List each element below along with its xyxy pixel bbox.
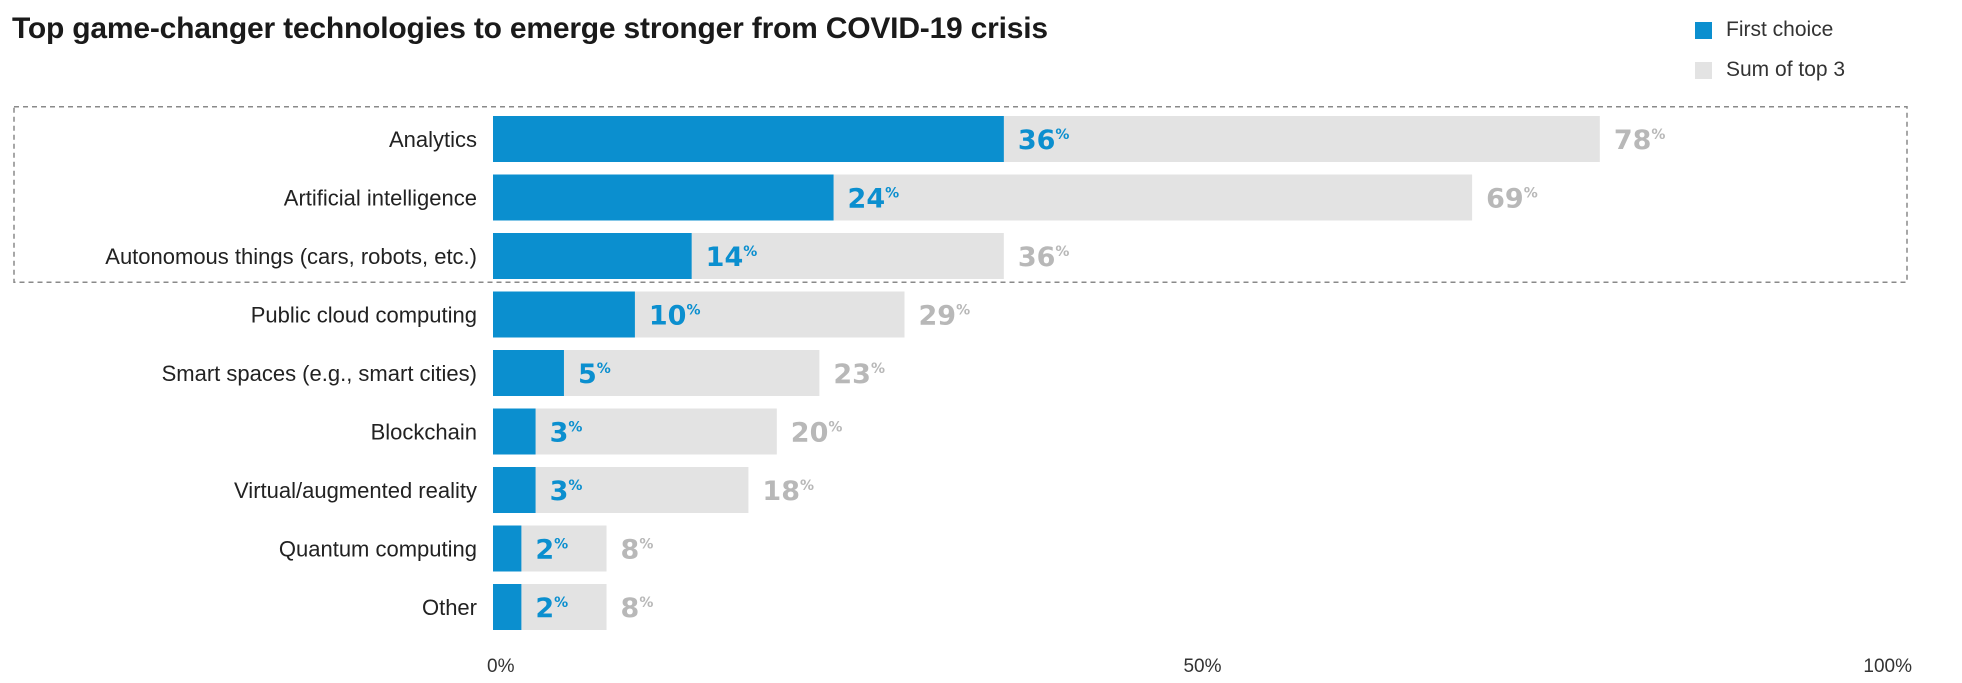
category-label-virtual-augmented-reality: Virtual/augmented reality <box>234 478 477 503</box>
legend-item-first-choice: First choice <box>1695 10 1845 50</box>
bar-first-public-cloud-computing <box>493 291 635 338</box>
legend-label-sum-of-top-3: Sum of top 3 <box>1726 58 1846 81</box>
value-label-first-artificial-intelligence: 24% <box>848 184 900 215</box>
value-label-top3-virtual-augmented-reality: 18% <box>762 476 814 507</box>
bar-first-artificial-intelligence <box>493 174 834 221</box>
value-label-first-public-cloud-computing: 10% <box>649 301 701 332</box>
category-label-blockchain: Blockchain <box>371 420 477 445</box>
category-label-other: Other <box>422 595 477 620</box>
value-label-first-smart-spaces-e-g-smart-cities: 5% <box>578 359 611 390</box>
value-label-top3-artificial-intelligence: 69% <box>1486 184 1538 215</box>
value-label-first-autonomous-things-cars-robots-etc: 14% <box>706 242 758 273</box>
bar-first-analytics <box>493 116 1004 162</box>
category-label-smart-spaces-e-g-smart-cities: Smart spaces (e.g., smart cities) <box>162 361 477 386</box>
value-label-top3-autonomous-things-cars-robots-etc: 36% <box>1018 242 1070 273</box>
highlight-box <box>13 106 1908 283</box>
legend-swatch-first-choice <box>1695 21 1712 39</box>
value-label-top3-smart-spaces-e-g-smart-cities: 23% <box>833 359 885 390</box>
legend-swatch-sum-of-top-3 <box>1695 61 1712 79</box>
value-label-top3-blockchain: 20% <box>791 418 843 449</box>
category-label-autonomous-things-cars-robots-etc: Autonomous things (cars, robots, etc.) <box>105 244 477 269</box>
legend-item-sum-of-top-3: Sum of top 3 <box>1695 50 1845 90</box>
bar-first-blockchain <box>493 408 536 455</box>
bar-first-smart-spaces-e-g-smart-cities <box>493 350 564 396</box>
value-label-first-virtual-augmented-reality: 3% <box>550 476 583 507</box>
category-label-quantum-computing: Quantum computing <box>279 537 477 562</box>
value-label-top3-quantum-computing: 8% <box>621 535 654 566</box>
value-label-first-blockchain: 3% <box>550 418 583 449</box>
x-tick-label-0: 0% <box>487 656 515 677</box>
value-label-top3-analytics: 78% <box>1614 125 1666 156</box>
bar-first-autonomous-things-cars-robots-etc <box>493 233 692 279</box>
chart-title: Top game-changer technologies to emerge … <box>12 12 1048 45</box>
category-label-artificial-intelligence: Artificial intelligence <box>284 186 477 211</box>
bar-first-other <box>493 584 522 630</box>
x-tick-label-50: 50% <box>1183 656 1221 677</box>
bar-first-virtual-augmented-reality <box>493 467 536 513</box>
legend: First choice Sum of top 3 <box>1695 10 1845 90</box>
value-label-top3-other: 8% <box>621 593 654 624</box>
value-label-first-analytics: 36% <box>1018 125 1070 156</box>
value-label-first-other: 2% <box>535 593 568 624</box>
bar-first-quantum-computing <box>493 525 522 572</box>
bar-top3-blockchain <box>493 408 777 455</box>
value-label-first-quantum-computing: 2% <box>535 535 568 566</box>
category-label-public-cloud-computing: Public cloud computing <box>251 303 477 328</box>
x-tick-label-100: 100% <box>1863 656 1912 677</box>
legend-label-first-choice: First choice <box>1726 18 1834 41</box>
category-label-analytics: Analytics <box>389 127 477 152</box>
value-label-top3-public-cloud-computing: 29% <box>919 301 971 332</box>
